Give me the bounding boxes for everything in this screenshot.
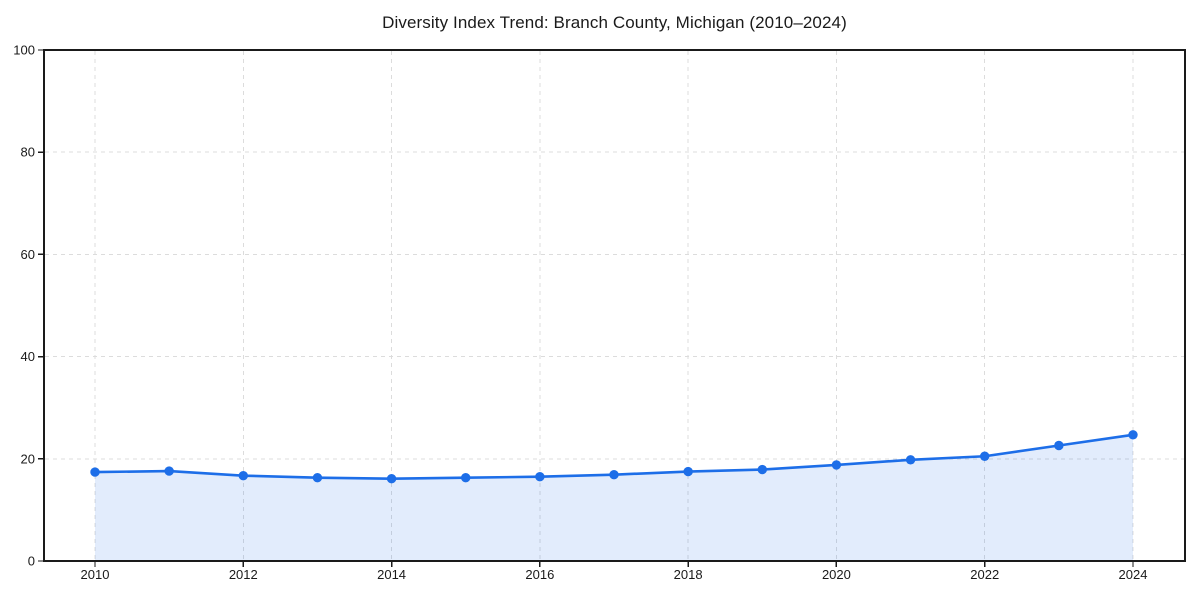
area-fill [95,434,1133,561]
x-tick-label: 2012 [229,567,258,582]
x-tick-label: 2022 [970,567,999,582]
x-tick-label: 2016 [525,567,554,582]
axes-spines [43,49,1186,562]
x-tick-label: 2024 [1119,567,1148,582]
y-tick-label: 60 [21,247,35,262]
data-point-2021 [905,455,916,465]
data-point-2020 [831,460,842,470]
y-tick-label: 20 [21,451,35,466]
data-point-2013 [312,473,323,483]
data-point-2018 [683,466,693,477]
x-tick-label: 2020 [822,567,851,582]
x-tick-label: 2018 [674,567,703,582]
data-point-2011 [164,466,174,476]
data-point-2014 [386,474,397,484]
x-tick-label: 2010 [81,567,110,582]
y-tick-label: 40 [21,349,35,364]
data-point-2022 [980,451,990,461]
chart-title: Diversity Index Trend: Branch County, Mi… [382,13,847,32]
data-point-2017 [609,469,619,480]
data-point-2010 [90,467,100,477]
y-tick-label: 0 [28,554,35,569]
data-point-2016 [535,471,545,482]
data-point-2019 [757,464,767,475]
data-point-2015 [461,473,471,483]
data-point-2024 [1128,430,1138,440]
x-tick-label: 2014 [377,567,406,582]
y-tick-label: 100 [13,43,35,58]
y-tick-label: 80 [21,145,35,160]
data-point-2012 [238,470,248,481]
data-point-2023 [1054,440,1064,451]
